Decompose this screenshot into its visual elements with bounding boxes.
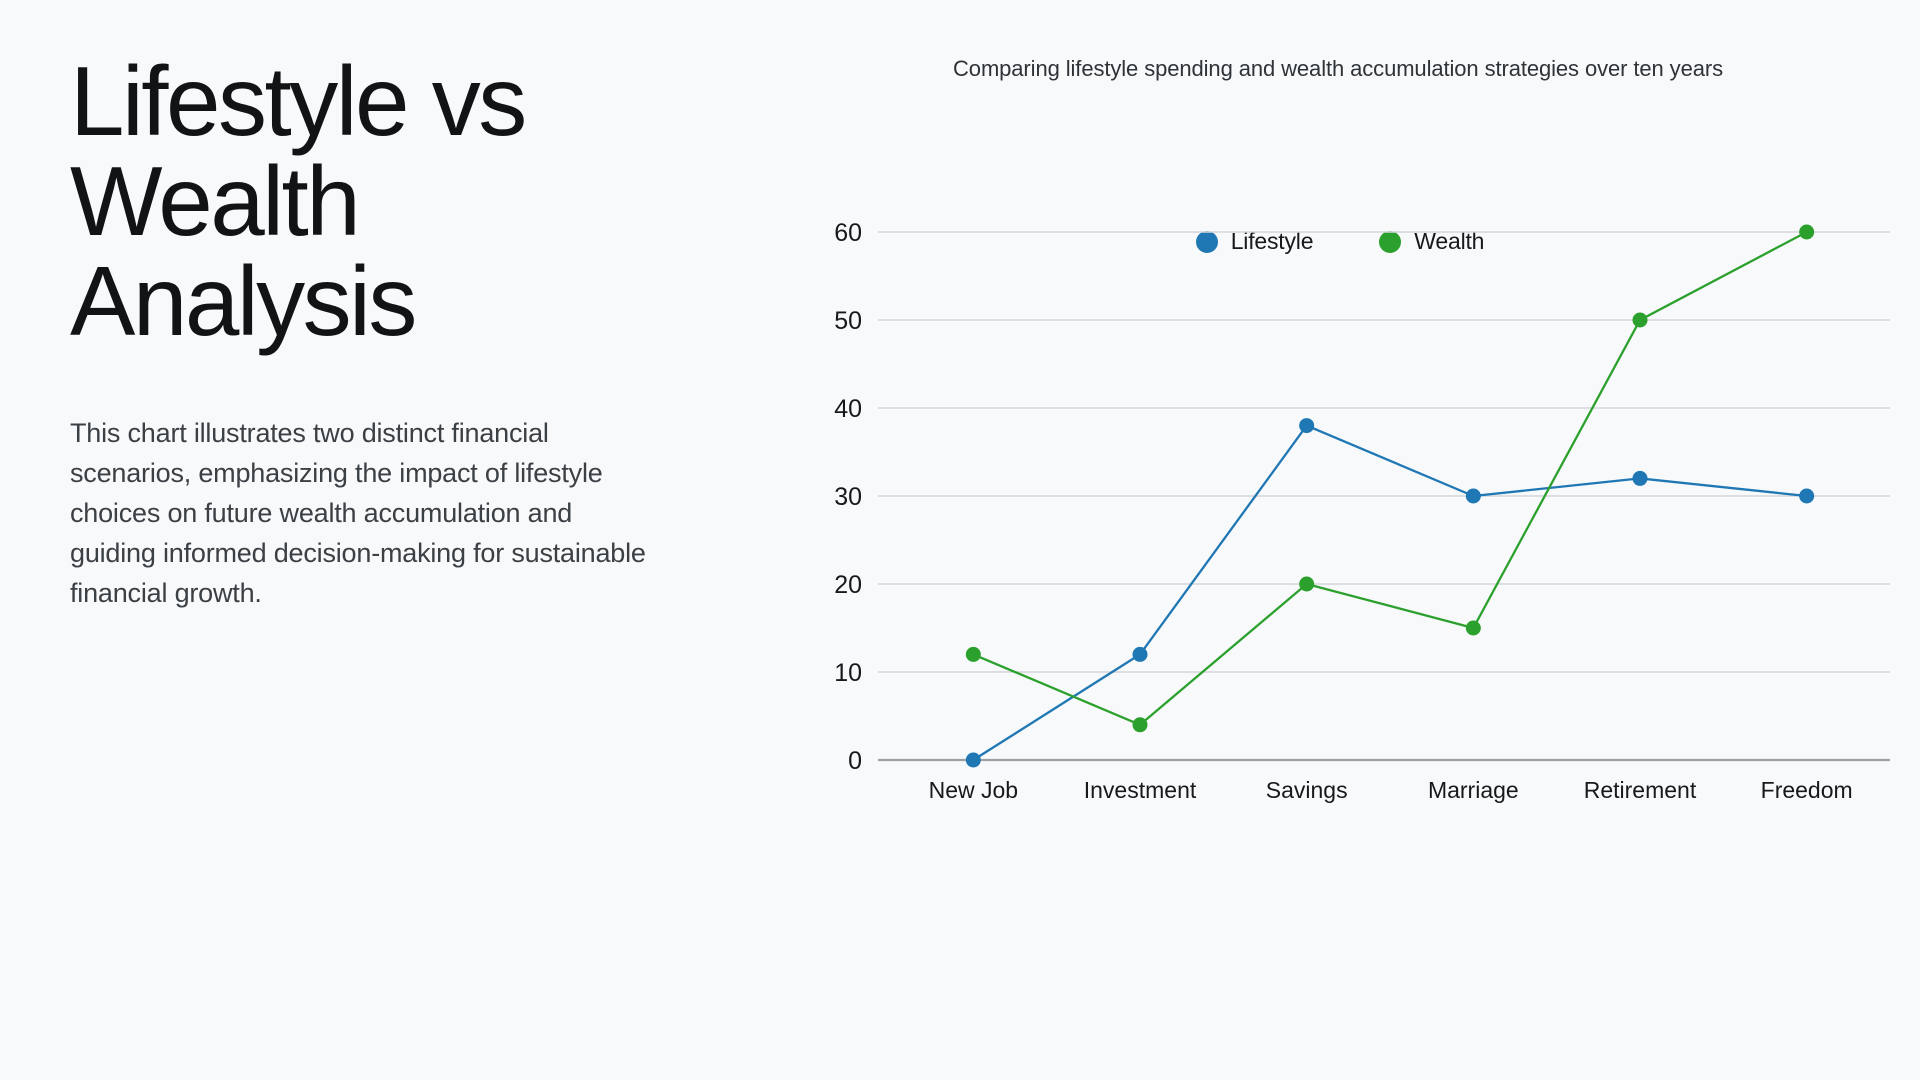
data-point-lifestyle-savings[interactable] (1299, 418, 1315, 434)
chart-legend: Lifestyle Wealth (760, 228, 1920, 255)
chart-subtitle: Comparing lifestyle spending and wealth … (953, 56, 1723, 81)
y-axis-tick-label: 20 (834, 571, 862, 599)
y-axis-tick-label: 50 (834, 307, 862, 335)
page-title: Lifestyle vs Wealth Analysis (70, 46, 527, 356)
x-axis-tick-label: New Job (929, 777, 1018, 803)
line-chart-svg: 0 10 20 30 40 50 60 New Job Investment Savings Mar… (834, 219, 1890, 803)
data-point-wealth-retirement[interactable] (1632, 312, 1648, 328)
chart-panel: Comparing lifestyle spending and wealth … (760, 0, 1920, 1080)
data-point-wealth-freedom[interactable] (1799, 224, 1815, 240)
data-point-lifestyle-retirement[interactable] (1632, 470, 1648, 486)
data-point-lifestyle-investment[interactable] (1132, 646, 1148, 662)
x-axis-tick-label: Savings (1266, 777, 1348, 803)
y-axis-tick-label: 60 (834, 219, 862, 247)
legend-swatch-lifestyle-icon (1195, 230, 1218, 253)
data-point-wealth-new-job[interactable] (965, 646, 981, 662)
legend-swatch-wealth-icon (1379, 230, 1402, 253)
x-axis-tick-label: Retirement (1584, 777, 1697, 803)
y-axis-tick-label: 40 (834, 395, 862, 423)
y-axis-tick-label: 0 (848, 747, 862, 775)
page-description: This chart illustrates two distinct fina… (70, 417, 646, 608)
x-axis-tick-label: Investment (1084, 777, 1197, 803)
x-axis-tick-label: Marriage (1428, 777, 1519, 803)
plot-area: 0 10 20 30 40 50 60 New Job Investment Savings Mar… (760, 0, 1920, 1080)
data-point-wealth-savings[interactable] (1299, 576, 1315, 592)
series-line-lifestyle (972, 424, 1807, 761)
data-point-wealth-marriage[interactable] (1465, 620, 1481, 636)
data-point-lifestyle-new-job[interactable] (965, 752, 981, 768)
data-point-lifestyle-freedom[interactable] (1799, 488, 1815, 504)
data-point-wealth-investment[interactable] (1132, 717, 1148, 733)
series-line-wealth (972, 230, 1808, 727)
intro-panel: Lifestyle vs Wealth Analysis This chart … (70, 46, 670, 614)
y-axis-tick-label: 30 (834, 483, 862, 511)
y-axis-tick-label: 10 (834, 659, 862, 687)
data-point-lifestyle-marriage[interactable] (1465, 488, 1481, 504)
x-axis-tick-label: Freedom (1761, 777, 1853, 803)
